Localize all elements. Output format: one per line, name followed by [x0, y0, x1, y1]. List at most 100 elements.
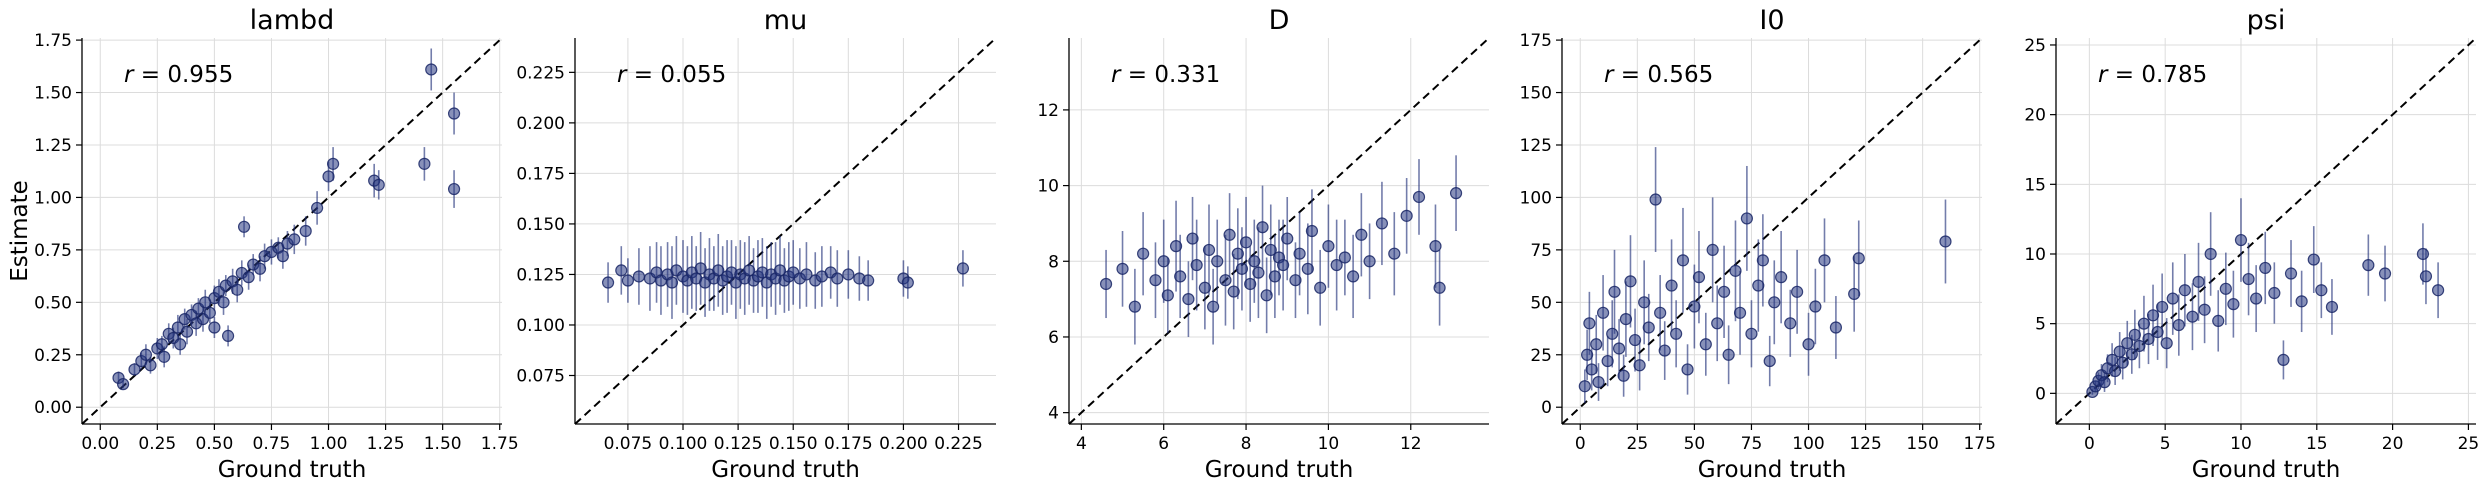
- x-tick-label: 175: [1963, 434, 1995, 454]
- data-point: [2098, 376, 2111, 389]
- x-tick-label: 0.50: [195, 434, 233, 454]
- data-point: [2212, 314, 2225, 327]
- data-point: [1617, 369, 1630, 382]
- r-annotation: r = 0.955: [124, 62, 233, 88]
- y-tick-label: 0.175: [516, 164, 565, 184]
- data-point: [1681, 363, 1694, 376]
- data-point: [1619, 313, 1633, 326]
- data-point: [1289, 274, 1302, 287]
- data-point: [1277, 258, 1290, 272]
- r-symbol: r: [124, 62, 135, 88]
- data-point: [2227, 298, 2240, 311]
- data-point: [1581, 348, 1594, 361]
- data-point: [1128, 300, 1141, 313]
- y-tick-label: 0.00: [34, 398, 72, 418]
- data-point: [311, 201, 324, 215]
- x-tick-label: 0: [2084, 434, 2095, 454]
- data-point: [322, 170, 335, 183]
- data-point: [2234, 233, 2248, 247]
- data-point: [2186, 310, 2199, 323]
- data-point: [158, 350, 171, 363]
- x-tick-label: 1.75: [481, 434, 519, 454]
- data-point: [1186, 232, 1199, 245]
- data-point: [1202, 243, 1216, 257]
- x-tick-label: 0.00: [81, 434, 119, 454]
- chart-panel-psi: 0 5 10 15 20 25 0 5 10 15 20 25 psi r = 0.785 Ground t…: [2024, 5, 2479, 483]
- data-point: [1211, 255, 1224, 268]
- data-point: [221, 329, 235, 342]
- data-point: [2325, 300, 2339, 314]
- data-point: [1449, 187, 1463, 200]
- x-tick-label: 20: [2382, 434, 2404, 454]
- data-point: [665, 276, 679, 289]
- y-tick-label: 6: [1048, 328, 1059, 348]
- data-point: [2128, 328, 2141, 341]
- data-point: [1252, 266, 1265, 279]
- y-tick-label: 25: [1530, 346, 1552, 366]
- x-tick-label: 0.075: [604, 434, 653, 454]
- data-point: [1590, 338, 1603, 351]
- x-tick-label: 75: [1741, 434, 1763, 454]
- r-symbol: r: [2098, 62, 2109, 88]
- data-point: [831, 272, 844, 285]
- data-point: [237, 220, 251, 233]
- data-point: [253, 262, 267, 275]
- identity-line: [1561, 37, 1983, 425]
- x-axis-label: Ground truth: [1698, 457, 1847, 483]
- data-point: [447, 107, 461, 120]
- x-tick-label: 4: [1076, 434, 1087, 454]
- data-point: [1256, 221, 1269, 234]
- data-point: [2172, 318, 2185, 332]
- r-value: = 0.331: [1120, 62, 1220, 88]
- data-point: [1670, 327, 1683, 340]
- data-point: [1207, 300, 1220, 313]
- r-symbol: r: [1111, 62, 1122, 88]
- data-point: [901, 276, 914, 289]
- data-point: [2268, 286, 2281, 300]
- data-point: [1633, 359, 1646, 372]
- data-point: [1729, 264, 1742, 277]
- data-point: [1433, 281, 1446, 294]
- r-annotation: r = 0.785: [2098, 62, 2207, 88]
- x-tick-label: 150: [1906, 434, 1938, 454]
- data-point: [242, 271, 255, 284]
- data-point: [1676, 254, 1690, 267]
- data-point: [2431, 284, 2445, 297]
- y-tick-label: 1.75: [34, 31, 72, 51]
- data-point: [2137, 317, 2151, 330]
- data-point: [2116, 356, 2129, 369]
- data-point: [2142, 332, 2155, 346]
- x-tick-label: 0.225: [934, 434, 983, 454]
- x-tick-label: 12: [1400, 434, 1422, 454]
- data-point: [1745, 327, 1758, 340]
- data-point: [276, 250, 289, 263]
- data-point: [1752, 279, 1765, 292]
- data-point: [2121, 337, 2134, 350]
- x-tick-label: 100: [1792, 434, 1824, 454]
- data-point: [1239, 236, 1253, 249]
- data-point: [1585, 363, 1598, 376]
- data-point: [116, 378, 130, 391]
- chart-panel-mu: 0.075 0.100 0.125 0.150 0.175 0.200 0.225 0.075…: [516, 5, 997, 483]
- x-tick-label: 1.25: [367, 434, 405, 454]
- data-point: [1223, 228, 1236, 241]
- x-tick-label: 0.150: [769, 434, 818, 454]
- data-point: [326, 157, 340, 170]
- data-point: [299, 224, 312, 238]
- data-point: [862, 274, 875, 287]
- data-point: [1244, 277, 1257, 291]
- data-point: [2242, 272, 2255, 286]
- data-point: [1293, 247, 1306, 260]
- data-point: [2160, 337, 2173, 350]
- x-tick-label: 6: [1158, 434, 1169, 454]
- data-point: [288, 233, 301, 246]
- data-point: [174, 338, 187, 351]
- data-point: [2133, 339, 2146, 353]
- x-tick-label: 10: [2230, 434, 2252, 454]
- r-symbol: r: [1604, 62, 1615, 88]
- data-point: [2250, 292, 2263, 305]
- data-point: [2151, 325, 2164, 339]
- x-tick-label: 25: [2458, 434, 2480, 454]
- x-axis-label: Ground truth: [1205, 457, 1354, 483]
